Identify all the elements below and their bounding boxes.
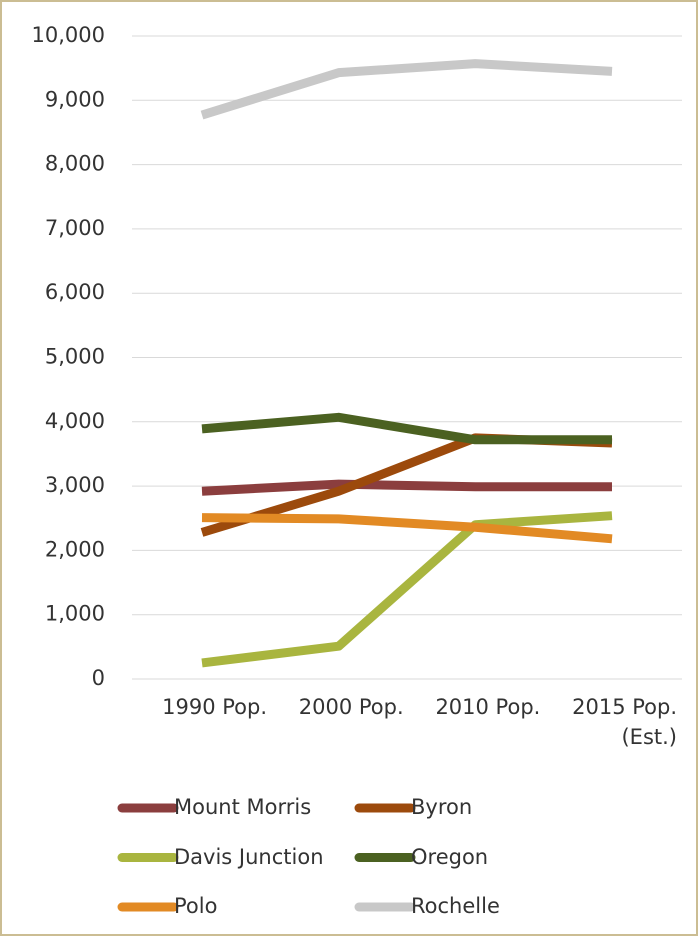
series-line xyxy=(201,511,613,668)
y-tick-label: 8,000 xyxy=(45,152,105,176)
y-tick-label: 10,000 xyxy=(32,23,105,47)
x-tick-label: 2010 Pop. xyxy=(435,695,541,719)
y-tick-label: 2,000 xyxy=(45,537,105,561)
y-tick-label: 5,000 xyxy=(45,345,105,369)
legend-label: Byron xyxy=(411,795,473,819)
legend-label: Davis Junction xyxy=(174,844,324,869)
y-tick-label: 9,000 xyxy=(45,87,105,111)
y-tick-label: 6,000 xyxy=(45,280,105,304)
legend-label: Rochelle xyxy=(411,894,500,918)
legend-label: Oregon xyxy=(411,844,489,869)
series-line xyxy=(200,59,613,120)
series-line xyxy=(201,479,612,496)
legend-label: Polo xyxy=(174,894,218,918)
series-line xyxy=(201,513,613,544)
y-tick-label: 1,000 xyxy=(45,602,105,626)
y-tick-label: 0 xyxy=(92,666,105,690)
legend-label: Mount Morris xyxy=(174,795,312,819)
series-line xyxy=(201,412,612,445)
y-tick-label: 3,000 xyxy=(45,473,105,497)
x-tick-label: 2000 Pop. xyxy=(298,695,404,719)
x-tick-label: 2015 Pop. (Est.) xyxy=(572,695,677,749)
x-tick-label: 1990 Pop. xyxy=(162,695,267,719)
y-tick-label: 7,000 xyxy=(45,216,105,240)
y-tick-label: 4,000 xyxy=(45,409,105,433)
